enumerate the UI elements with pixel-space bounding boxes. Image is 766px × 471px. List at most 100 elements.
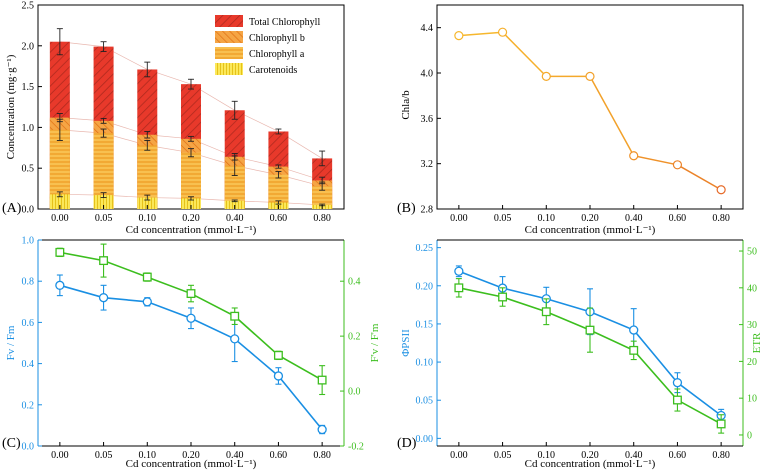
panel-b-xlabel: Cd concentration (mmol·L⁻¹)	[525, 224, 656, 236]
panel-d-point	[629, 345, 639, 355]
panel-a-bar	[137, 145, 158, 209]
panel-d-ytick-right-label: 50	[747, 247, 757, 258]
panel-c-point	[273, 371, 284, 381]
panel-b-ylabel: Chla/b	[400, 90, 412, 120]
panel-c-ylabel-left: Fv / Fm	[5, 325, 17, 360]
panel-a-ytick-label: 2.5	[22, 1, 35, 12]
panel-a-ylabel: Concentration (mg·g⁻¹)	[5, 54, 17, 159]
panel-b-ytick-label: 3.6	[421, 114, 434, 125]
panel-c-ytick-left-label: 0.8	[22, 277, 35, 288]
panel-c-point	[317, 375, 327, 385]
panel-c-ytick-left-label: 0.2	[22, 400, 35, 411]
panel-c-ytick-left-label: 0.0	[22, 442, 35, 453]
panel-d-ytick-left-label: 0.15	[416, 319, 434, 330]
panel-a-ytick-label: 1.5	[22, 82, 35, 93]
panel-d-xlabel: Cd concentration (mmol·L⁻¹)	[525, 458, 656, 470]
panel-a-bar	[181, 152, 201, 209]
panel-b-xtick-label: 0.40	[625, 213, 643, 224]
panel-b-series-segment	[589, 76, 635, 157]
panel-d-xtick-label: 0.10	[538, 450, 556, 461]
panel-b-ytick-label: 4.4	[421, 23, 434, 34]
panel-b-point	[454, 30, 464, 41]
panel-d-xtick-label: 0.05	[494, 450, 512, 461]
panel-b-series-segment	[502, 31, 547, 77]
panel-a-legend-swatch	[215, 31, 243, 43]
panel-d-xtick-label: 0.20	[581, 450, 599, 461]
panel-b-xtick-label: 0.00	[450, 213, 468, 224]
panel-a-xtick-label: 0.80	[313, 213, 331, 224]
panel-c-xlabel: Cd concentration (mmol·L⁻¹)	[126, 458, 257, 470]
panel-a-ytick-label: 0.5	[22, 164, 35, 175]
panel-d-ytick-left-label: 0.20	[416, 281, 434, 292]
panel-b-ytick-label: 2.8	[421, 205, 434, 216]
panel-c-point	[55, 280, 65, 290]
panel-c-ylabel-right: F'v / F'm	[369, 323, 381, 362]
panel-d-ylabel-right: ETR	[751, 332, 763, 353]
panel-a-xtick-label: 0.20	[182, 213, 200, 224]
panel-a-bar	[224, 165, 245, 209]
panel-a-xtick-label: 0.60	[270, 213, 288, 224]
panel-a-bar	[93, 195, 114, 209]
panel-d-ytick-right-label: 20	[747, 357, 757, 368]
panel-c-xtick-label: 0.05	[95, 450, 113, 461]
panel-c-point	[142, 297, 152, 307]
panel-c-xtick-label: 0.10	[139, 450, 157, 461]
panel-c-point	[142, 272, 152, 282]
panel-a-xtick-label: 0.00	[51, 213, 69, 224]
panel-b-xtick-label: 0.05	[494, 213, 512, 224]
panel-a-xtick-label: 0.10	[139, 213, 157, 224]
panel-a-legend-swatch	[215, 63, 243, 75]
panel-a-bar	[268, 174, 289, 209]
panel-c-ytick-left-label: 1.0	[22, 236, 35, 247]
panel-b-ytick-label: 4.0	[421, 69, 434, 80]
panel-b-xtick-label: 0.80	[712, 213, 730, 224]
panel-d-xtick-label: 0.40	[625, 450, 643, 461]
panel-d-xtick-label: 0.00	[450, 450, 468, 461]
panel-b-point	[716, 185, 726, 195]
panel-a-bar	[137, 197, 158, 209]
panel-a-bar	[93, 133, 114, 209]
panel-c-xtick-label: 0.80	[313, 450, 331, 461]
panel-b: 2.8 3.2 3.6 4.0 4.4 0.00 0.05 0.10 0.20 0.40 0.60…	[397, 4, 744, 236]
panel-d-xtick-label: 0.80	[712, 450, 730, 461]
panel-c-ytick-right-label: -0.2	[348, 442, 364, 453]
panel-b-series-segment	[677, 164, 722, 191]
panel-a-ytick-label: 2.0	[22, 41, 35, 52]
panel-c-point	[230, 334, 240, 344]
panel-d-point	[672, 378, 683, 388]
panel-a-bar	[49, 194, 70, 209]
panel-a-bar	[312, 186, 333, 209]
panel-d-ytick-left-label: 0.05	[416, 396, 434, 407]
panel-b-point	[541, 71, 551, 82]
panel-d-ytick-left-label: 0.25	[416, 243, 434, 254]
panel-a-legend: Total Chlorophyll Chlorophyll b Chlorophyl…	[215, 15, 320, 76]
panel-a-xlabel: Cd concentration (mmol·L⁻¹)	[126, 224, 257, 236]
panel-c-ytick-right-label: 0.2	[348, 332, 361, 343]
panel-b-point	[629, 151, 639, 161]
panel-d-ytick-left-label: 0.00	[416, 434, 434, 445]
panel-a-xtick-label: 0.05	[95, 213, 113, 224]
panel-a-legend-label: Chlorophyll b	[249, 33, 305, 44]
panel-d-ytick-right-label: 0	[747, 430, 752, 441]
panel-b-xtick-label: 0.10	[538, 213, 556, 224]
panel-c-point	[273, 350, 283, 360]
panel-c-point	[317, 424, 327, 435]
panel-c: 0.0 0.2 0.4 0.6 0.8 1.0 -0.2 0.0 0.2 0.4 0.00 0.0…	[2, 236, 381, 471]
panel-c-point	[99, 256, 109, 266]
panel-c-xtick-label: 0.60	[270, 450, 288, 461]
panel-d: 0.00 0.05 0.10 0.15 0.20 0.25 0 10 20 30 40 50 0.0…	[397, 239, 763, 470]
panel-c-ytick-left-label: 0.4	[22, 359, 35, 370]
panel-b-series-segment	[633, 154, 678, 166]
panel-d-xtick-label: 0.60	[669, 450, 687, 461]
panel-b-xtick-label: 0.60	[669, 213, 687, 224]
panel-a-bar	[224, 200, 245, 209]
panel-d-label: (D)	[397, 436, 417, 451]
panel-a-bar	[181, 198, 201, 209]
panel-c-point	[98, 293, 109, 303]
panel-d-point	[498, 292, 508, 302]
panel-d-ylabel-left: ΦPSII	[400, 329, 412, 357]
panel-c-xtick-label: 0.20	[182, 450, 200, 461]
panel-b-frame	[436, 4, 744, 210]
panel-d-point	[585, 325, 595, 335]
